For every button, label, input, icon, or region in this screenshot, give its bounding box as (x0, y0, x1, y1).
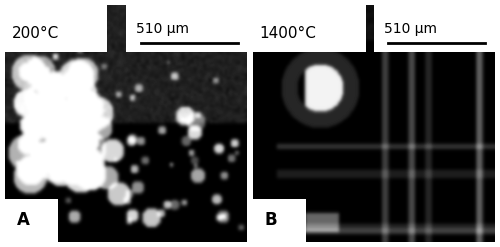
Text: 510 μm: 510 μm (384, 22, 436, 36)
FancyBboxPatch shape (374, 5, 495, 52)
FancyBboxPatch shape (5, 5, 107, 52)
FancyBboxPatch shape (252, 199, 306, 242)
Text: 1400°C: 1400°C (260, 26, 316, 41)
FancyBboxPatch shape (252, 5, 366, 52)
FancyBboxPatch shape (126, 5, 248, 52)
Text: 510 μm: 510 μm (136, 22, 189, 36)
Text: 200°C: 200°C (12, 26, 60, 41)
Text: B: B (264, 211, 277, 229)
FancyBboxPatch shape (5, 199, 59, 242)
Text: A: A (17, 211, 30, 229)
